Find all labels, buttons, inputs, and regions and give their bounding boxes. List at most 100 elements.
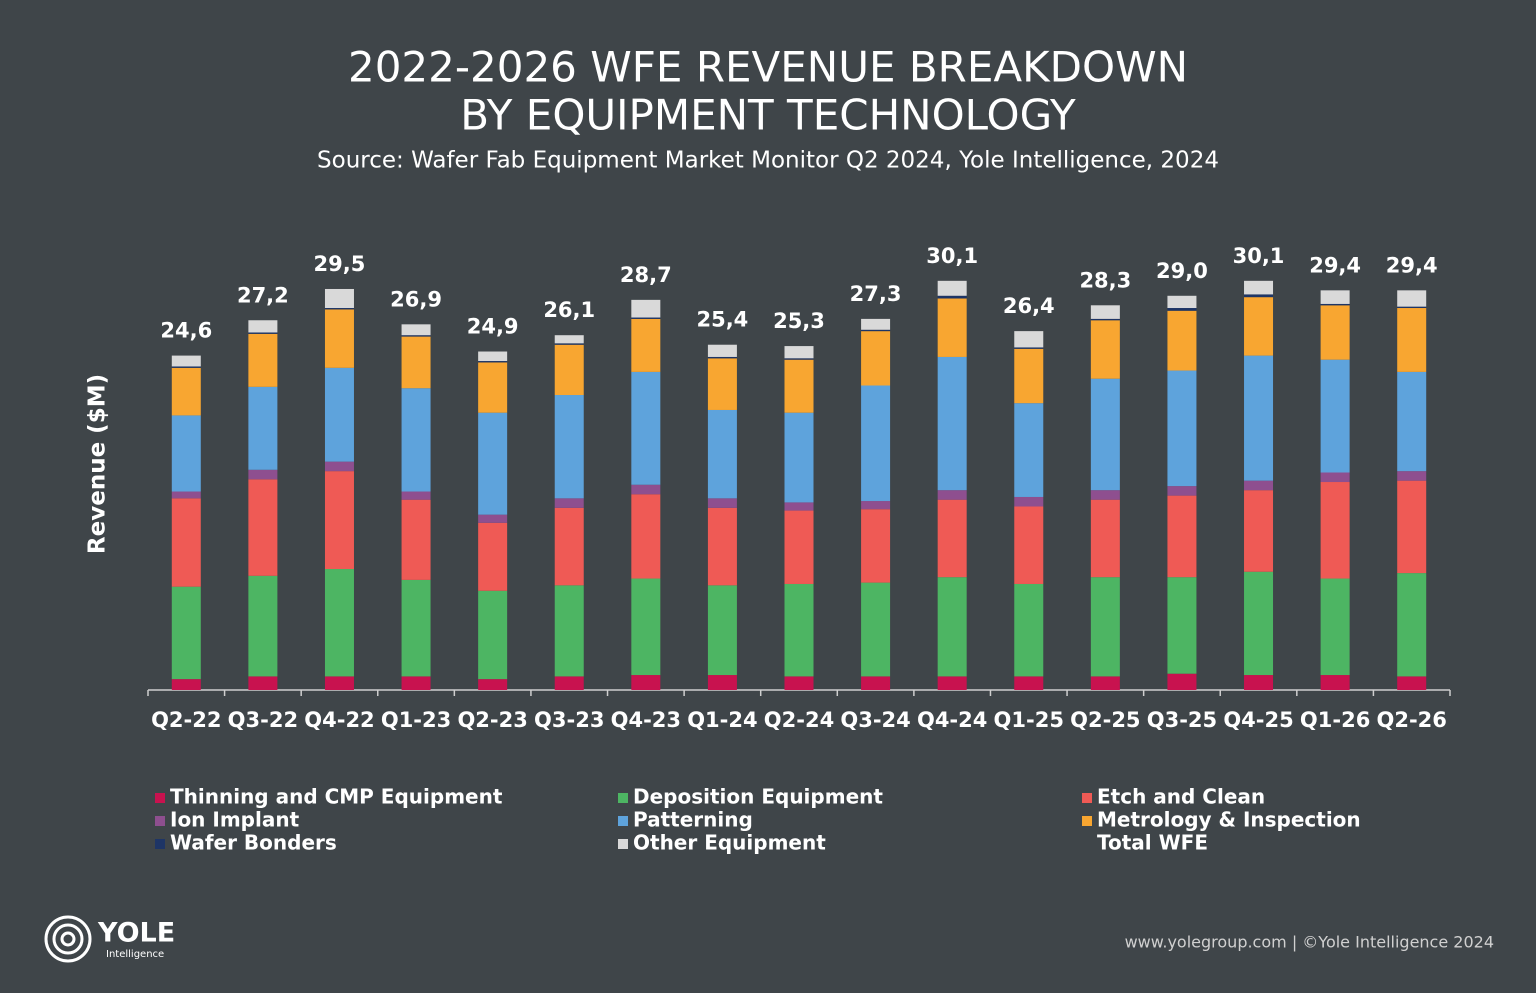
total-label: 29,4 [1309,253,1361,277]
bar-segment [1244,280,1274,295]
legend-swatch [618,793,628,803]
bar-segment [324,309,354,368]
bar-segment [1397,471,1427,481]
legend-swatch [155,793,165,803]
bar-segment [784,412,814,503]
bar-segment [401,336,431,389]
bar-segment [171,679,201,690]
bar-segment [554,676,584,690]
bar-segment [631,371,661,485]
bar-segment [171,366,201,368]
total-label: 28,3 [1079,268,1131,292]
bar-segment [171,586,201,680]
bar-segment [478,361,508,363]
total-label: 30,1 [1233,244,1285,268]
bar-segment [248,575,278,677]
x-tick-label: Q3-23 [534,708,604,732]
bar-segment [1167,295,1197,309]
bar-segment [784,359,814,413]
bar-segment [1320,482,1350,579]
legend-swatch [618,816,628,826]
bar-segment [401,324,431,336]
bar-segment [707,585,737,676]
total-label: 24,9 [467,315,519,339]
total-label: 25,3 [773,309,825,333]
legend-label: Deposition Equipment [633,785,883,809]
bar-segment [937,298,967,357]
x-tick-label: Q3-22 [228,708,298,732]
bar-segment [784,502,814,511]
bar-segment [1014,331,1044,348]
bar-segment [554,343,584,345]
bar-segment [324,308,354,310]
bar-segment [401,676,431,690]
bar-segment [631,578,661,676]
bar-segment [1320,472,1350,483]
bar-segment [1244,480,1274,491]
bar-segment [1397,676,1427,690]
bar-segment [1244,294,1274,298]
bar-segment [1397,308,1427,372]
bar-segment [248,469,278,480]
bar-segment [631,317,661,319]
bar-segment [784,346,814,359]
bar-segment [248,676,278,690]
total-label: 27,2 [237,283,289,307]
bar-segment [1090,305,1120,319]
bar-segment [248,320,278,333]
bar-segment [1244,355,1274,481]
bar-segment [861,331,891,386]
legend-label: Ion Implant [170,808,300,832]
bar-segment [1320,305,1350,360]
bar-segment [248,479,278,576]
bar-segment [554,507,584,586]
bar-segment [478,351,508,362]
bar-segment [324,367,354,462]
bar-segment [171,367,201,416]
legend-label: Wafer Bonders [170,831,337,855]
legend-swatch [618,839,628,849]
bar-segment [248,332,278,334]
total-label: 26,9 [390,287,442,311]
bar-segment [937,577,967,677]
bar-segment [861,582,891,677]
x-tick-label: Q1-25 [994,708,1064,732]
bar-segment [1090,318,1120,321]
bar-segment [1014,347,1044,349]
bar-segment [861,318,891,330]
legend-label: Metrology & Inspection [1097,808,1361,832]
bar-segment [707,498,737,508]
x-tick-label: Q4-22 [304,708,374,732]
total-label: 28,7 [620,263,672,287]
bar-segment [1167,577,1197,674]
bar-segment [401,388,431,492]
legend-swatch [1082,793,1092,803]
bar-segment [478,412,508,515]
bar-segment [707,409,737,499]
bar-segment [401,499,431,580]
logo-ring [44,915,92,963]
x-tick-label: Q4-25 [1223,708,1293,732]
bar-segment [937,356,967,491]
bar-segment [861,329,891,332]
bar-segment [478,362,508,413]
bar-segment [1090,499,1120,578]
bar-segment [1090,676,1120,690]
bar-segment [707,675,737,690]
bar-segment [324,569,354,677]
bar-segment [937,490,967,500]
legend-label: Patterning [633,808,753,832]
bar-segment [478,514,508,523]
bar-segment [1167,495,1197,578]
bar-segment [1167,310,1197,371]
bar-segment [861,385,891,502]
bar-segment [1397,480,1427,574]
bar-segment [324,461,354,472]
legend-swatch [1082,816,1092,826]
bar-segment [554,585,584,677]
bar-segment [171,491,201,499]
bar-segment [1090,378,1120,491]
legend-label: Etch and Clean [1097,785,1265,809]
bar-segment [1244,490,1274,572]
bar-segment [1167,486,1197,496]
